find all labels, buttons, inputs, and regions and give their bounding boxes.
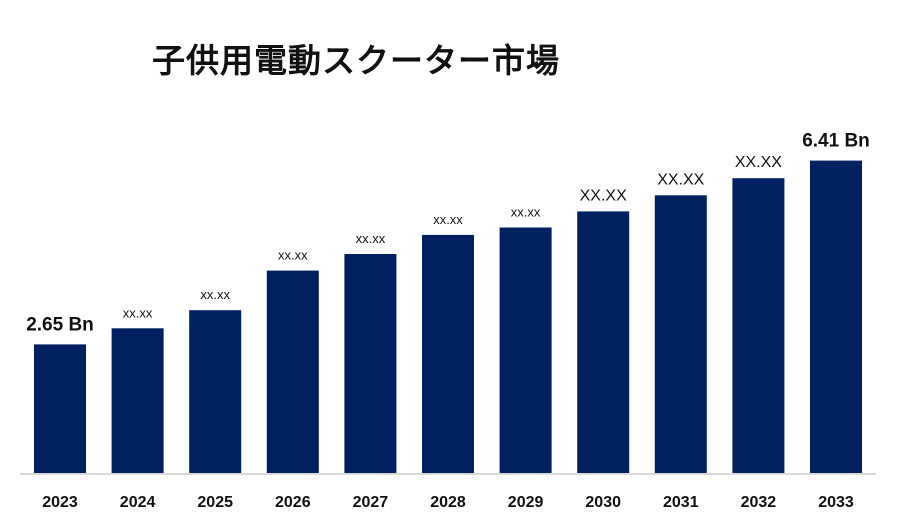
data-labels-group: 2.65 Bn xx.xx xx.xx xx.xx xx.xx xx.xx xx.xx XX.… (26, 131, 870, 336)
bar-2031 (654, 195, 707, 475)
x-tick-label-2033: 2033 (818, 494, 854, 511)
bar-2033 (810, 160, 862, 474)
x-tick-label-2031: 2031 (663, 494, 699, 511)
x-tick-label-2026: 2026 (275, 494, 311, 511)
data-label-2026: xx.xx (278, 248, 308, 263)
data-label-2033: 6.41 Bn (802, 131, 870, 152)
x-tick-label-2024: 2024 (120, 494, 156, 511)
data-label-2025: xx.xx (200, 287, 230, 302)
x-tick-label-2028: 2028 (430, 494, 466, 511)
chart-title: 子供用電動スクーター市場 (152, 41, 560, 80)
data-label-2029: xx.xx (511, 205, 541, 220)
x-tick-label-2030: 2030 (585, 494, 621, 511)
bar-2032 (732, 178, 785, 474)
bar-2026 (266, 270, 319, 474)
data-label-2027: xx.xx (356, 231, 386, 246)
x-tick-label-2023: 2023 (42, 494, 78, 511)
bar-2028 (422, 234, 474, 474)
data-label-2032: XX.XX (735, 154, 782, 171)
bar-2029 (499, 227, 552, 474)
bar-2027 (344, 254, 397, 474)
bar-2024 (111, 328, 164, 474)
x-tick-label-2025: 2025 (197, 494, 233, 511)
bar-2030 (577, 211, 630, 474)
bar-2025 (189, 310, 242, 474)
x-tick-label-2029: 2029 (508, 494, 544, 511)
x-tick-label-2027: 2027 (353, 494, 389, 511)
data-label-2028: xx.xx (433, 212, 463, 227)
x-tick-labels-group: 2023 2024 2025 2026 2027 2028 2029 2030 2031 2032… (42, 494, 854, 511)
data-label-2023: 2.65 Bn (26, 314, 94, 335)
data-label-2024: xx.xx (123, 305, 153, 320)
data-label-2030: XX.XX (580, 187, 627, 204)
bar-2023 (34, 344, 86, 474)
x-tick-label-2032: 2032 (741, 494, 777, 511)
data-label-2031: XX.XX (657, 171, 704, 188)
bars-group (34, 160, 862, 475)
